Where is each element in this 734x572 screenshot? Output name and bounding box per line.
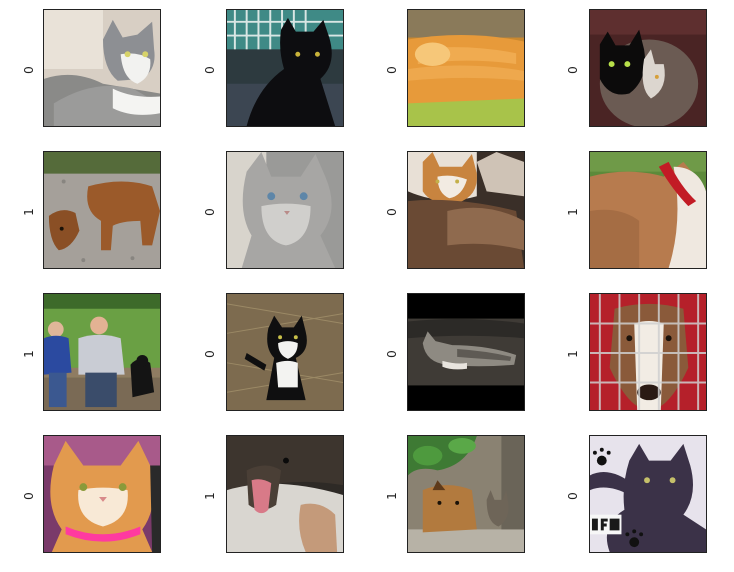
photo-fluffy-dog-tongue-out	[226, 435, 344, 553]
class-label: 1	[566, 350, 580, 358]
photo-tabby-cat-lying-letterbox	[407, 293, 525, 411]
class-label: 0	[22, 66, 36, 74]
photo-orange-cat-sleeping-grass	[407, 9, 525, 127]
class-label: 0	[203, 350, 217, 358]
class-label: 0	[566, 492, 580, 500]
class-label: 0	[385, 350, 399, 358]
photo-people-with-dog-on-bench	[43, 293, 161, 411]
photo-tan-dog-red-collar	[589, 151, 707, 269]
class-label: 0	[22, 492, 36, 500]
class-label: 0	[385, 208, 399, 216]
class-label: 1	[385, 492, 399, 500]
photo-dark-cat-with-paw-prints	[589, 435, 707, 553]
class-label: 1	[22, 208, 36, 216]
photo-calico-cats-cuddling	[407, 151, 525, 269]
photo-black-cat-by-cage	[226, 9, 344, 127]
photo-tuxedo-cat-on-straw	[226, 293, 344, 411]
photo-dog-behind-cage	[589, 293, 707, 411]
class-label: 0	[385, 66, 399, 74]
class-label: 0	[203, 66, 217, 74]
class-label: 1	[566, 208, 580, 216]
photo-gray-white-cat-on-couch	[43, 9, 161, 127]
photo-black-cat-dark-room	[589, 9, 707, 127]
photo-brown-dog-on-gravel	[43, 151, 161, 269]
photo-orange-cat-pink-collar	[43, 435, 161, 553]
class-label: 0	[566, 66, 580, 74]
class-label: 1	[22, 350, 36, 358]
photo-puppy-and-kitten-under-plant	[407, 435, 525, 553]
class-label: 0	[203, 208, 217, 216]
class-label: 1	[203, 492, 217, 500]
photo-gray-fluffy-kitten	[226, 151, 344, 269]
